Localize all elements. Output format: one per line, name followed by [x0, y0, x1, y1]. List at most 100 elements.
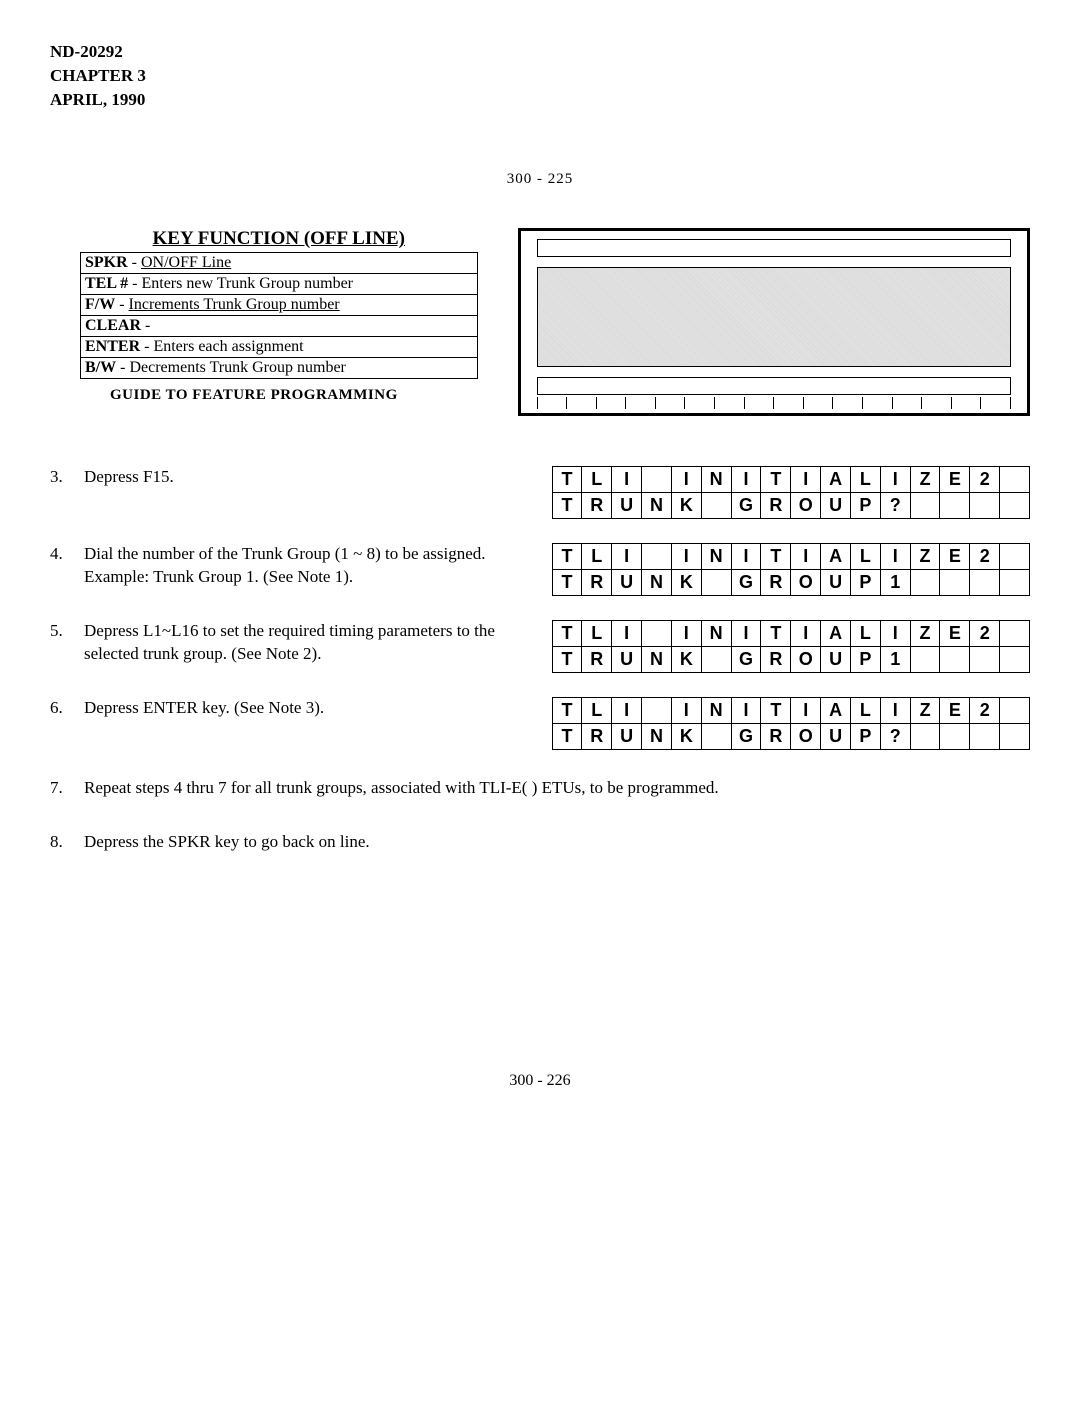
display-cell: K [671, 493, 701, 519]
step-num: 7. [50, 778, 70, 798]
display-cell: U [821, 724, 851, 750]
doc-header: ND-20292 CHAPTER 3 APRIL, 1990 [50, 40, 1030, 111]
display-cell: I [731, 621, 761, 647]
display-cell: Z [910, 621, 940, 647]
display-cell [642, 621, 672, 647]
step-body: Repeat steps 4 thru 7 for all trunk grou… [84, 778, 719, 798]
display-cell [940, 570, 970, 596]
display-cell: U [821, 647, 851, 673]
display-cell: O [791, 724, 821, 750]
display-cell [701, 493, 731, 519]
display-cell: U [612, 570, 642, 596]
display-cell: L [850, 698, 880, 724]
display-cell: N [642, 724, 672, 750]
display-cell [910, 647, 940, 673]
key-fn-and-display: KEY FUNCTION (OFF LINE) SPKR - ON/OFF Li… [50, 228, 1030, 416]
display-cell: T [761, 467, 791, 493]
display-cell: T [552, 493, 582, 519]
key-function-row: SPKR - ON/OFF Line [81, 253, 478, 274]
display-cell [940, 724, 970, 750]
display-cell: T [552, 698, 582, 724]
step-num: 8. [50, 832, 70, 852]
display-cell: E [940, 467, 970, 493]
step-body: Dial the number of the Trunk Group (1 ~ … [84, 543, 518, 589]
display-cell: I [880, 621, 910, 647]
display-cell: L [582, 698, 612, 724]
display-grid-step-3: TLIINITIALIZE2TRUNKGROUP? [552, 466, 1030, 519]
display-cell: T [761, 698, 791, 724]
header-line-3: APRIL, 1990 [50, 88, 1030, 112]
display-cell: U [821, 570, 851, 596]
display-cell: 2 [970, 698, 1000, 724]
key-function-row: B/W - Decrements Trunk Group number [81, 358, 478, 379]
key-function-row: ENTER - Enters each assignment [81, 337, 478, 358]
display-cell: I [612, 544, 642, 570]
display-cell: E [940, 544, 970, 570]
key-function-title: KEY FUNCTION (OFF LINE) [80, 228, 478, 250]
display-cell: R [761, 493, 791, 519]
display-cell: R [582, 647, 612, 673]
step-4: 4. Dial the number of the Trunk Group (1… [50, 543, 1030, 596]
display-cell: L [850, 544, 880, 570]
display-cell [701, 570, 731, 596]
step-5: 5. Depress L1~L16 to set the required ti… [50, 620, 1030, 673]
display-cell: R [582, 570, 612, 596]
display-cell [642, 698, 672, 724]
display-cell: Z [910, 467, 940, 493]
display-cell: U [612, 493, 642, 519]
phone-display [518, 228, 1030, 416]
display-cell [970, 493, 1000, 519]
display-cell: I [880, 467, 910, 493]
display-cell: I [791, 544, 821, 570]
display-cell: N [701, 544, 731, 570]
key-function-row: CLEAR - [81, 316, 478, 337]
step-3-text: 3. Depress F15. [50, 466, 518, 489]
step-3: 3. Depress F15. TLIINITIALIZE2TRUNKGROUP… [50, 466, 1030, 519]
header-line-1: ND-20292 [50, 40, 1030, 64]
display-cell: P [850, 724, 880, 750]
step-6-text: 6. Depress ENTER key. (See Note 3). [50, 697, 518, 720]
header-line-2: CHAPTER 3 [50, 64, 1030, 88]
step-body: Depress L1~L16 to set the required timin… [84, 620, 518, 666]
display-cell: N [701, 621, 731, 647]
display-cell [1000, 647, 1030, 673]
display-cell: U [612, 724, 642, 750]
display-cell: N [642, 647, 672, 673]
display-cell: I [671, 467, 701, 493]
display-cell: Z [910, 544, 940, 570]
guide-caption: GUIDE TO FEATURE PROGRAMMING [110, 387, 478, 404]
display-cell: I [612, 698, 642, 724]
display-cell [940, 493, 970, 519]
display-cell: ? [880, 493, 910, 519]
display-grid-step-4: TLIINITIALIZE2TRUNKGROUP1 [552, 543, 1030, 596]
display-cell [970, 570, 1000, 596]
display-cell [910, 570, 940, 596]
display-cell: I [880, 544, 910, 570]
display-cell: E [940, 621, 970, 647]
display-grid-step-6: TLIINITIALIZE2TRUNKGROUP? [552, 697, 1030, 750]
display-cell: T [552, 621, 582, 647]
display-cell: A [821, 544, 851, 570]
display-cell [1000, 724, 1030, 750]
step-body: Depress F15. [84, 466, 174, 489]
display-cell: T [552, 724, 582, 750]
display-cell: R [761, 570, 791, 596]
display-cell [910, 724, 940, 750]
phone-display-screen [537, 267, 1011, 367]
key-function-table: SPKR - ON/OFF LineTEL # - Enters new Tru… [80, 252, 478, 379]
display-cell: R [582, 724, 612, 750]
page-number-bottom: 300 - 226 [50, 1072, 1030, 1090]
display-cell: I [791, 698, 821, 724]
display-cell: I [612, 621, 642, 647]
display-cell: R [761, 647, 791, 673]
step-4-text: 4. Dial the number of the Trunk Group (1… [50, 543, 518, 589]
display-cell: L [582, 544, 612, 570]
step-5-text: 5. Depress L1~L16 to set the required ti… [50, 620, 518, 666]
display-cell: R [761, 724, 791, 750]
display-cell: ? [880, 724, 910, 750]
display-cell [701, 724, 731, 750]
display-cell: T [552, 544, 582, 570]
key-function-row: TEL # - Enters new Trunk Group number [81, 274, 478, 295]
display-cell: 1 [880, 647, 910, 673]
phone-display-row-top [537, 239, 1011, 257]
